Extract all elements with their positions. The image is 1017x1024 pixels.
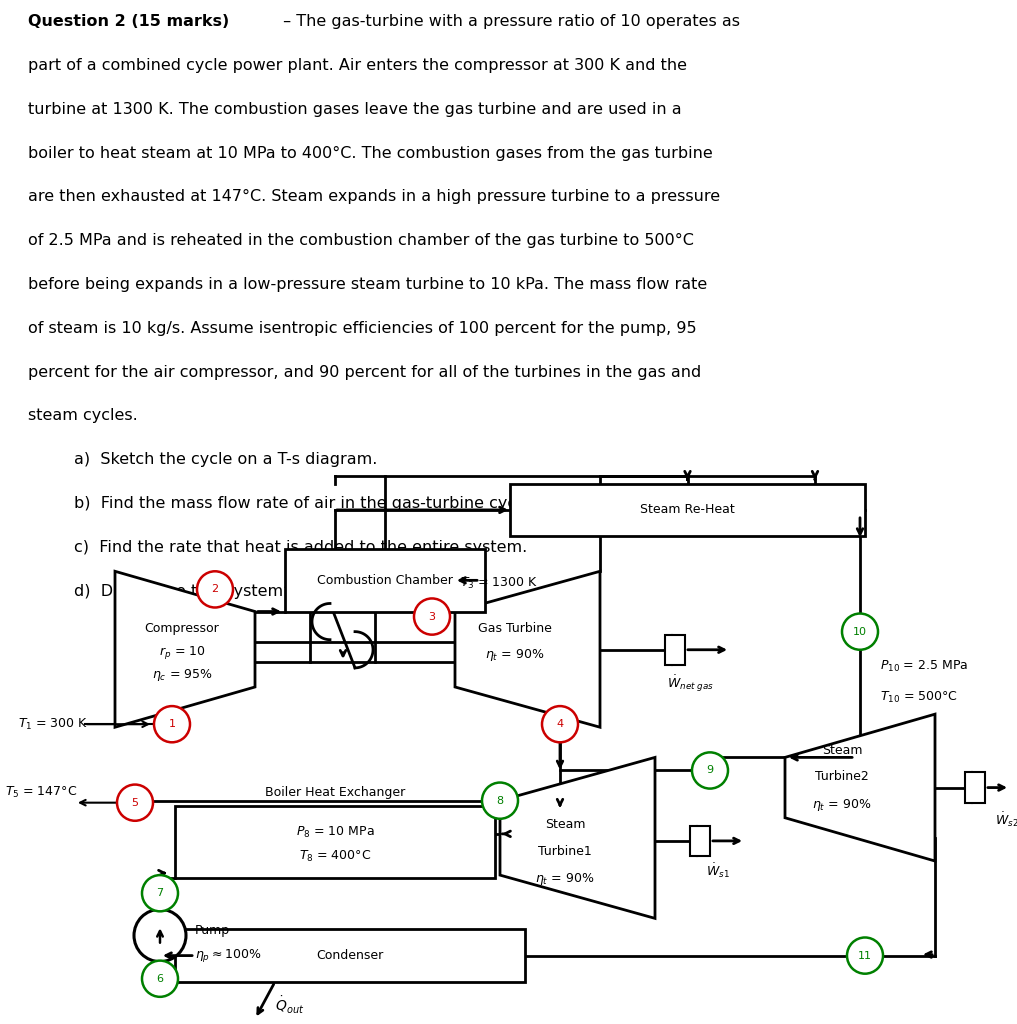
Text: 5: 5	[131, 798, 138, 808]
Text: 3: 3	[428, 611, 435, 622]
Text: $P_{10}$ = 2.5 MPa: $P_{10}$ = 2.5 MPa	[880, 659, 968, 675]
Text: Turbine2: Turbine2	[815, 770, 869, 783]
Text: Condenser: Condenser	[316, 949, 383, 963]
Text: $T_{10}$ = 500°C: $T_{10}$ = 500°C	[880, 689, 958, 705]
Text: Steam: Steam	[545, 818, 585, 830]
Text: are then exhausted at 147°C. Steam expands in a high pressure turbine to a press: are then exhausted at 147°C. Steam expan…	[28, 189, 721, 205]
Text: $\eta_t$ = 90%: $\eta_t$ = 90%	[485, 647, 545, 663]
Text: 9: 9	[707, 766, 714, 775]
Circle shape	[117, 784, 153, 821]
Text: 11: 11	[858, 950, 872, 961]
Circle shape	[197, 571, 233, 607]
Text: $T_8$ = 400°C: $T_8$ = 400°C	[299, 849, 371, 863]
Circle shape	[134, 909, 186, 962]
Bar	[665, 635, 685, 665]
Circle shape	[542, 707, 578, 742]
Polygon shape	[115, 571, 255, 727]
Text: Question 2 (15 marks): Question 2 (15 marks)	[28, 14, 230, 29]
Circle shape	[154, 707, 190, 742]
Text: steam cycles.: steam cycles.	[28, 409, 138, 423]
Bar	[965, 772, 985, 803]
Circle shape	[847, 938, 883, 974]
Text: Steam Re-Heat: Steam Re-Heat	[640, 504, 735, 516]
Text: $\dot{W}_{s2}$: $\dot{W}_{s2}$	[995, 811, 1017, 829]
Text: of steam is 10 kg/s. Assume isentropic efficiencies of 100 percent for the pump,: of steam is 10 kg/s. Assume isentropic e…	[28, 321, 697, 336]
Text: $P_8$ = 10 MPa: $P_8$ = 10 MPa	[296, 825, 374, 841]
Text: percent for the air compressor, and 90 percent for all of the turbines in the ga: percent for the air compressor, and 90 p…	[28, 365, 702, 380]
Text: c)  Find the rate that heat is added to the entire system.: c) Find the rate that heat is added to t…	[74, 540, 528, 555]
Text: $T_1$ = 300 K: $T_1$ = 300 K	[18, 717, 88, 732]
Text: boiler to heat steam at 10 MPa to 400°C. The combustion gases from the gas turbi: boiler to heat steam at 10 MPa to 400°C.…	[28, 145, 713, 161]
Text: $\eta_t$ = 90%: $\eta_t$ = 90%	[535, 871, 595, 887]
Circle shape	[142, 961, 178, 996]
Text: Compressor: Compressor	[144, 622, 220, 635]
Text: Pump: Pump	[195, 924, 230, 937]
Text: $\eta_c$ = 95%: $\eta_c$ = 95%	[152, 667, 213, 683]
Text: $T_3$ = 1300 K: $T_3$ = 1300 K	[460, 575, 538, 591]
Text: – The gas-turbine with a pressure ratio of 10 operates as: – The gas-turbine with a pressure ratio …	[278, 14, 739, 29]
Circle shape	[414, 598, 450, 635]
Text: 10: 10	[853, 627, 868, 637]
Polygon shape	[500, 758, 655, 919]
Circle shape	[142, 876, 178, 911]
Text: Boiler Heat Exchanger: Boiler Heat Exchanger	[264, 785, 405, 799]
Bar	[510, 483, 865, 537]
Text: Gas Turbine: Gas Turbine	[478, 622, 552, 635]
Text: a)  Sketch the cycle on a T-s diagram.: a) Sketch the cycle on a T-s diagram.	[74, 453, 377, 467]
Text: Turbine1: Turbine1	[538, 845, 592, 858]
Bar	[690, 825, 710, 856]
Text: before being expands in a low-pressure steam turbine to 10 kPa. The mass flow ra: before being expands in a low-pressure s…	[28, 276, 708, 292]
Circle shape	[842, 613, 878, 650]
Bar	[285, 549, 485, 611]
Text: $\dot{Q}_{out}$: $\dot{Q}_{out}$	[275, 995, 304, 1017]
Text: 7: 7	[157, 888, 164, 898]
Text: 2: 2	[212, 585, 219, 594]
Circle shape	[482, 782, 518, 819]
Text: of 2.5 MPa and is reheated in the combustion chamber of the gas turbine to 500°C: of 2.5 MPa and is reheated in the combus…	[28, 233, 695, 248]
Text: 6: 6	[157, 974, 164, 984]
Text: turbine at 1300 K. The combustion gases leave the gas turbine and are used in a: turbine at 1300 K. The combustion gases …	[28, 101, 682, 117]
Text: b)  Find the mass flow rate of air in the gas-turbine cycle.: b) Find the mass flow rate of air in the…	[74, 496, 536, 511]
Text: $T_5$ = 147°C: $T_5$ = 147°C	[5, 785, 77, 800]
Circle shape	[692, 753, 728, 788]
Text: 1: 1	[169, 719, 176, 729]
Text: $\dot{W}_{net\ gas}$: $\dot{W}_{net\ gas}$	[666, 674, 714, 694]
Text: $r_p$ = 10: $r_p$ = 10	[159, 644, 205, 660]
Text: Steam: Steam	[822, 744, 862, 758]
Polygon shape	[455, 571, 600, 727]
Text: Combustion Chamber: Combustion Chamber	[317, 573, 453, 587]
Text: 4: 4	[556, 719, 563, 729]
Text: $\dot{W}_{s1}$: $\dot{W}_{s1}$	[706, 861, 730, 880]
Bar	[175, 806, 495, 879]
Text: $\eta_t$ = 90%: $\eta_t$ = 90%	[813, 797, 872, 813]
Text: d)  Determine this system’s thermal efficiency.: d) Determine this system’s thermal effic…	[74, 584, 450, 599]
Text: part of a combined cycle power plant. Air enters the compressor at 300 K and the: part of a combined cycle power plant. Ai…	[28, 58, 687, 73]
Text: $\eta_p \approx 100\%$: $\eta_p \approx 100\%$	[195, 947, 261, 964]
Polygon shape	[785, 714, 935, 861]
Bar	[175, 930, 525, 982]
Text: 8: 8	[496, 796, 503, 806]
